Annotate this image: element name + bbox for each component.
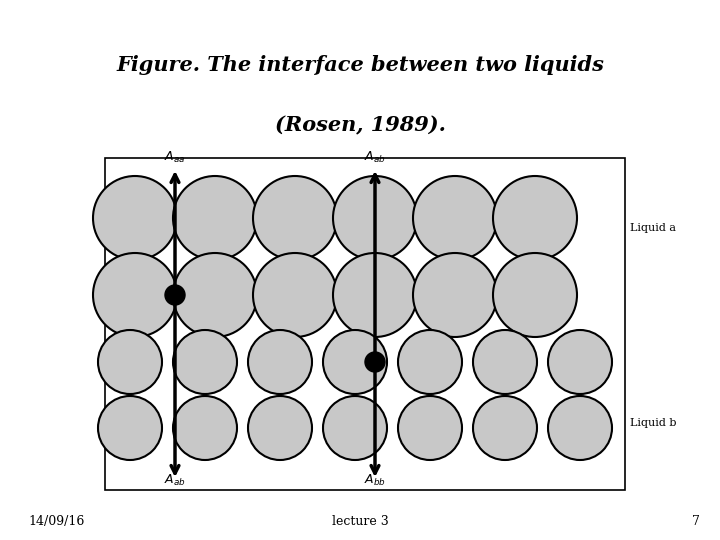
Circle shape: [253, 176, 337, 260]
Text: $A_{ab}$: $A_{ab}$: [164, 473, 186, 488]
Circle shape: [413, 253, 497, 337]
Circle shape: [173, 330, 237, 394]
Text: $A_{ab}$: $A_{ab}$: [364, 150, 386, 165]
Text: Liquid b: Liquid b: [630, 418, 677, 428]
Circle shape: [333, 176, 417, 260]
Circle shape: [98, 330, 162, 394]
Circle shape: [365, 352, 385, 372]
Circle shape: [248, 396, 312, 460]
Circle shape: [98, 396, 162, 460]
Text: 7: 7: [692, 515, 700, 528]
Circle shape: [493, 176, 577, 260]
Circle shape: [398, 330, 462, 394]
Text: $A_{bb}$: $A_{bb}$: [364, 473, 386, 488]
Circle shape: [413, 176, 497, 260]
Circle shape: [173, 176, 257, 260]
Circle shape: [93, 176, 177, 260]
Circle shape: [173, 396, 237, 460]
Text: 14/09/16: 14/09/16: [28, 515, 84, 528]
Circle shape: [165, 285, 185, 305]
Circle shape: [493, 253, 577, 337]
Text: lecture 3: lecture 3: [332, 515, 388, 528]
Text: (Rosen, 1989).: (Rosen, 1989).: [274, 115, 446, 135]
Text: $A_{aa}$: $A_{aa}$: [164, 150, 186, 165]
Circle shape: [473, 396, 537, 460]
Circle shape: [173, 253, 257, 337]
Circle shape: [333, 253, 417, 337]
Text: Figure. The interface between two liquids: Figure. The interface between two liquid…: [116, 55, 604, 75]
Circle shape: [473, 330, 537, 394]
Circle shape: [398, 396, 462, 460]
Circle shape: [253, 253, 337, 337]
Circle shape: [548, 396, 612, 460]
Bar: [105, 158, 625, 490]
Text: Liquid a: Liquid a: [630, 223, 676, 233]
Circle shape: [548, 330, 612, 394]
Circle shape: [248, 330, 312, 394]
Circle shape: [323, 330, 387, 394]
Circle shape: [323, 396, 387, 460]
Circle shape: [93, 253, 177, 337]
